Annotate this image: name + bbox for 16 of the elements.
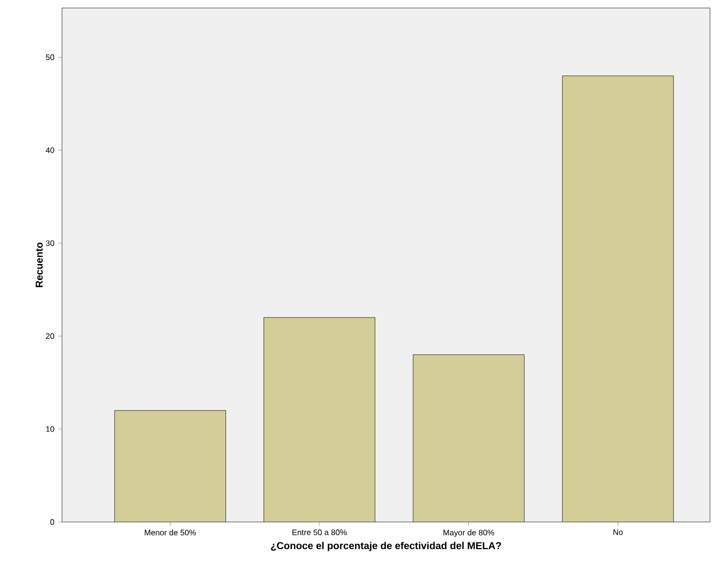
y-tick-label: 20	[46, 333, 54, 339]
x-tick-label: No	[613, 530, 623, 536]
y-tick-label: 50	[46, 54, 54, 60]
y-axis-title: Recuento	[36, 242, 43, 288]
x-tick-label: Menor de 50%	[144, 530, 196, 536]
x-tick-label: Mayor de 80%	[444, 530, 494, 537]
x-tick-label: Entre 50 a 80%	[292, 530, 347, 536]
y-tick-label: 40	[46, 147, 54, 154]
y-tick-label: 10	[46, 426, 54, 432]
y-tick-label: 30	[46, 240, 54, 246]
bar	[264, 318, 376, 522]
x-axis-title: ¿Conoce el porcentaje de efectividad del MELA?	[270, 542, 501, 552]
bar	[114, 410, 226, 522]
bar	[562, 76, 674, 522]
y-tick-label: 0	[50, 519, 54, 525]
bar	[412, 354, 524, 522]
